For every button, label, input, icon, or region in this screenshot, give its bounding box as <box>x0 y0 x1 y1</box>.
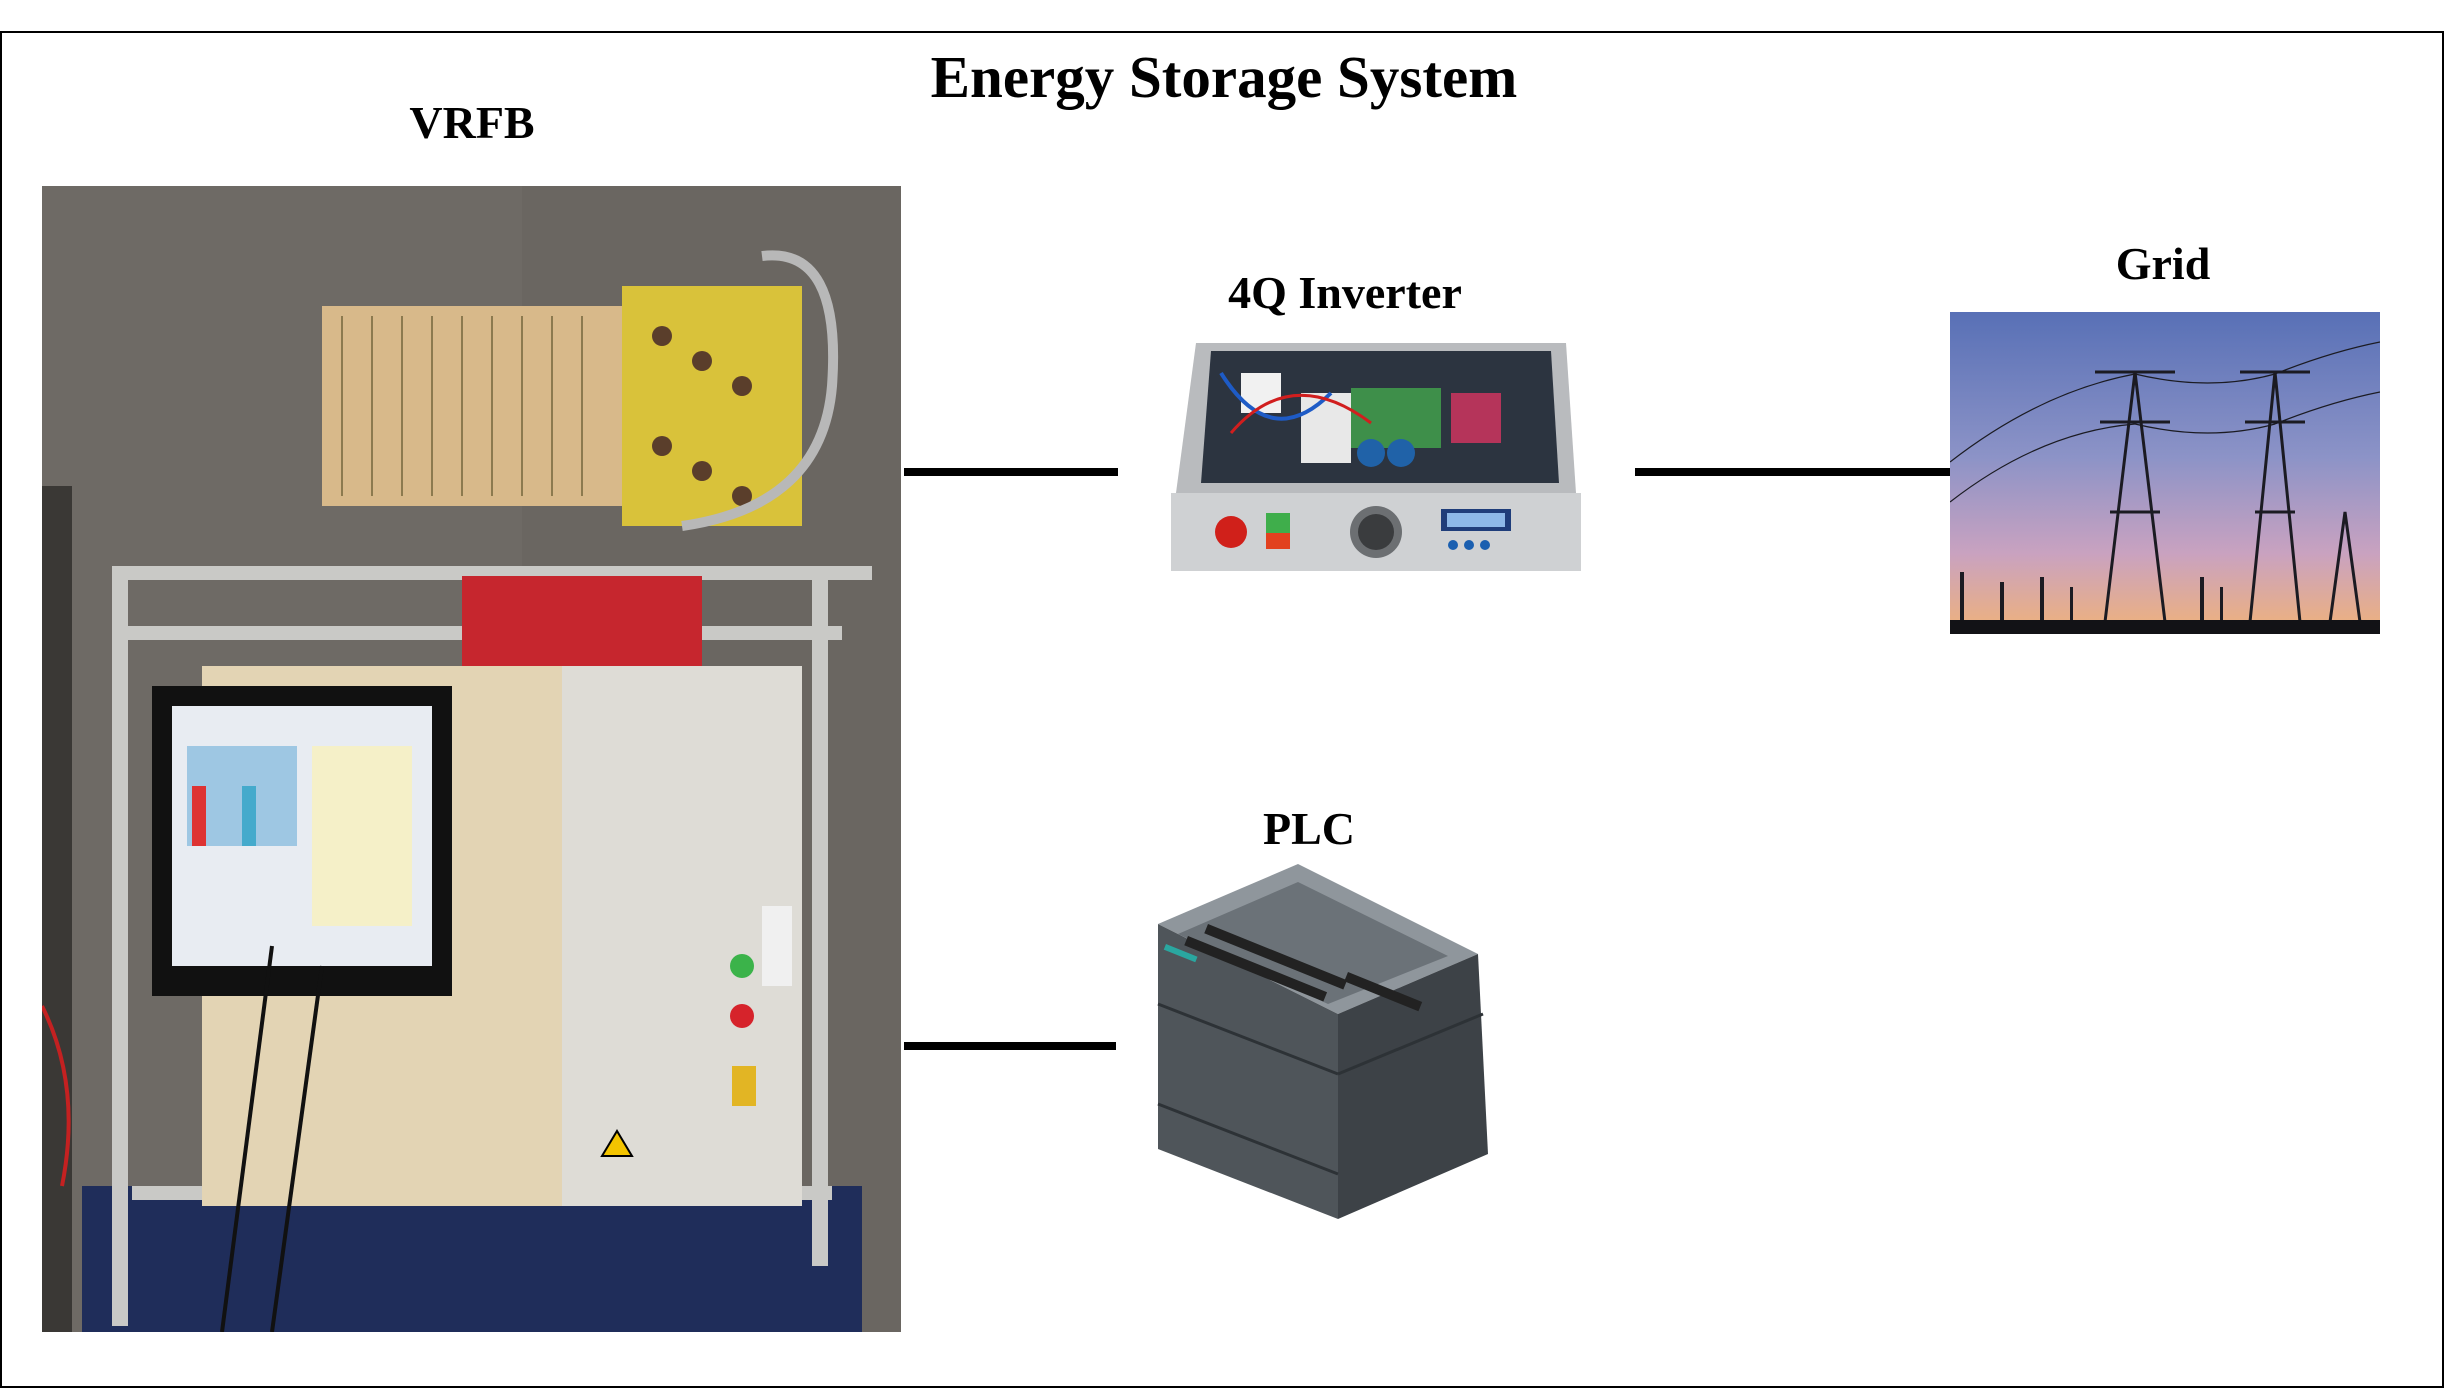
vrfb-label: VRFB <box>409 100 534 146</box>
grid-photo <box>1950 312 2380 634</box>
inverter-label: 4Q Inverter <box>1228 270 1462 316</box>
connector-inverter-grid <box>1635 468 1950 476</box>
plc-label: PLC <box>1263 806 1355 852</box>
vrfb-photo <box>42 186 901 1332</box>
inverter-photo <box>1171 333 1581 571</box>
diagram-title: Energy Storage System <box>931 48 1518 107</box>
plc-picture <box>1148 864 1492 1224</box>
grid-label: Grid <box>2116 241 2211 287</box>
connector-vrfb-inverter <box>904 468 1118 476</box>
connector-vrfb-plc <box>904 1042 1116 1050</box>
